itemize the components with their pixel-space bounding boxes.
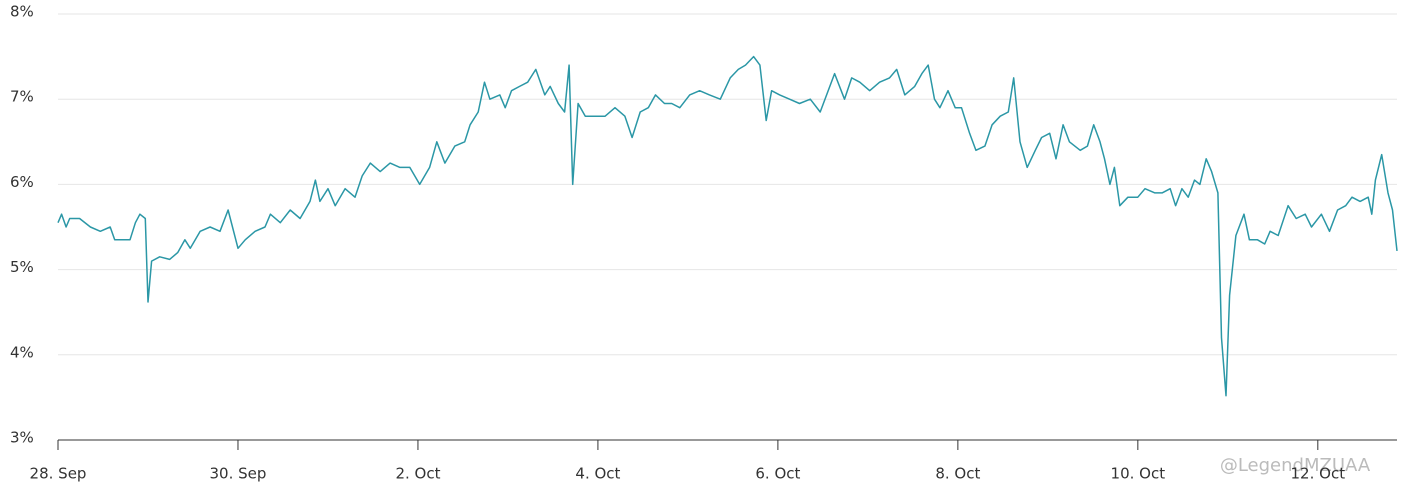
x-tick-label: 4. Oct xyxy=(575,465,620,483)
x-tick-label: 12. Oct xyxy=(1291,465,1346,483)
y-tick-label: 6% xyxy=(10,173,34,191)
x-tick-label: 28. Sep xyxy=(30,465,87,483)
x-tick-label: 30. Sep xyxy=(210,465,267,483)
x-tick-label: 2. Oct xyxy=(395,465,440,483)
y-tick-label: 4% xyxy=(10,343,34,361)
x-tick-label: 10. Oct xyxy=(1111,465,1166,483)
x-tick-label: 8. Oct xyxy=(935,465,980,483)
y-tick-label: 3% xyxy=(10,429,34,447)
watermark: @LegendMZUAA xyxy=(1220,455,1371,476)
y-tick-label: 8% xyxy=(10,3,34,21)
line xyxy=(57,55,1398,397)
x-tick-label: 6. Oct xyxy=(755,465,800,483)
y-tick-label: 7% xyxy=(10,88,34,106)
y-tick-label: 5% xyxy=(10,258,34,276)
